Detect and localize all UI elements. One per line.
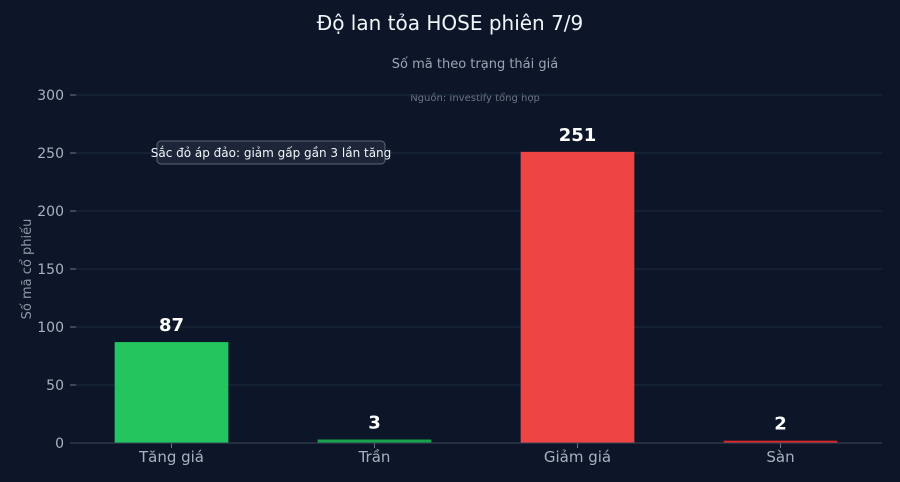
gridlines (76, 94, 882, 386)
x-tick-label: Tăng giá (138, 448, 204, 466)
x-tick-label: Sàn (766, 448, 794, 466)
bar-value-label: 2 (774, 414, 787, 435)
y-tick-label: 250 (37, 146, 64, 162)
chart-source: Nguồn: Investify tổng hợp (410, 91, 540, 104)
y-tick-label: 150 (37, 262, 64, 278)
annotation-box (156, 140, 386, 165)
bar (723, 440, 838, 443)
data-labels: 87 3 251 2 (159, 125, 787, 435)
chart-title: Độ lan tỏa HOSE phiên 7/9 (317, 11, 584, 35)
bar-value-label: 3 (368, 413, 381, 434)
x-tick-label: Giảm giá (544, 448, 611, 466)
bar-value-label: 87 (159, 315, 184, 336)
x-tick-label: Trần (358, 448, 391, 466)
annotation-text: Sắc đỏ áp đảo: giảm gấp gần 3 lần tăng (151, 146, 392, 160)
y-tick-label: 300 (37, 88, 64, 104)
chart-subtitle: Số mã theo trạng thái giá (392, 57, 558, 72)
bar (520, 151, 635, 443)
bars (114, 151, 838, 443)
y-tick-label: 100 (37, 320, 64, 336)
bar (114, 342, 229, 443)
y-tick-label: 200 (37, 204, 64, 220)
y-tick-label: 0 (55, 436, 64, 452)
annotation: Sắc đỏ áp đảo: giảm gấp gần 3 lần tăng (151, 140, 392, 165)
x-axis: Tăng giá Trần Giảm giá Sàn (70, 442, 882, 466)
y-tick-label: 50 (46, 378, 64, 394)
y-axis: 0 50 100 150 200 250 300 (37, 88, 76, 452)
y-axis-label: Số mã cổ phiếu (20, 219, 35, 320)
bar-value-label: 251 (559, 125, 597, 146)
bar (317, 439, 432, 443)
